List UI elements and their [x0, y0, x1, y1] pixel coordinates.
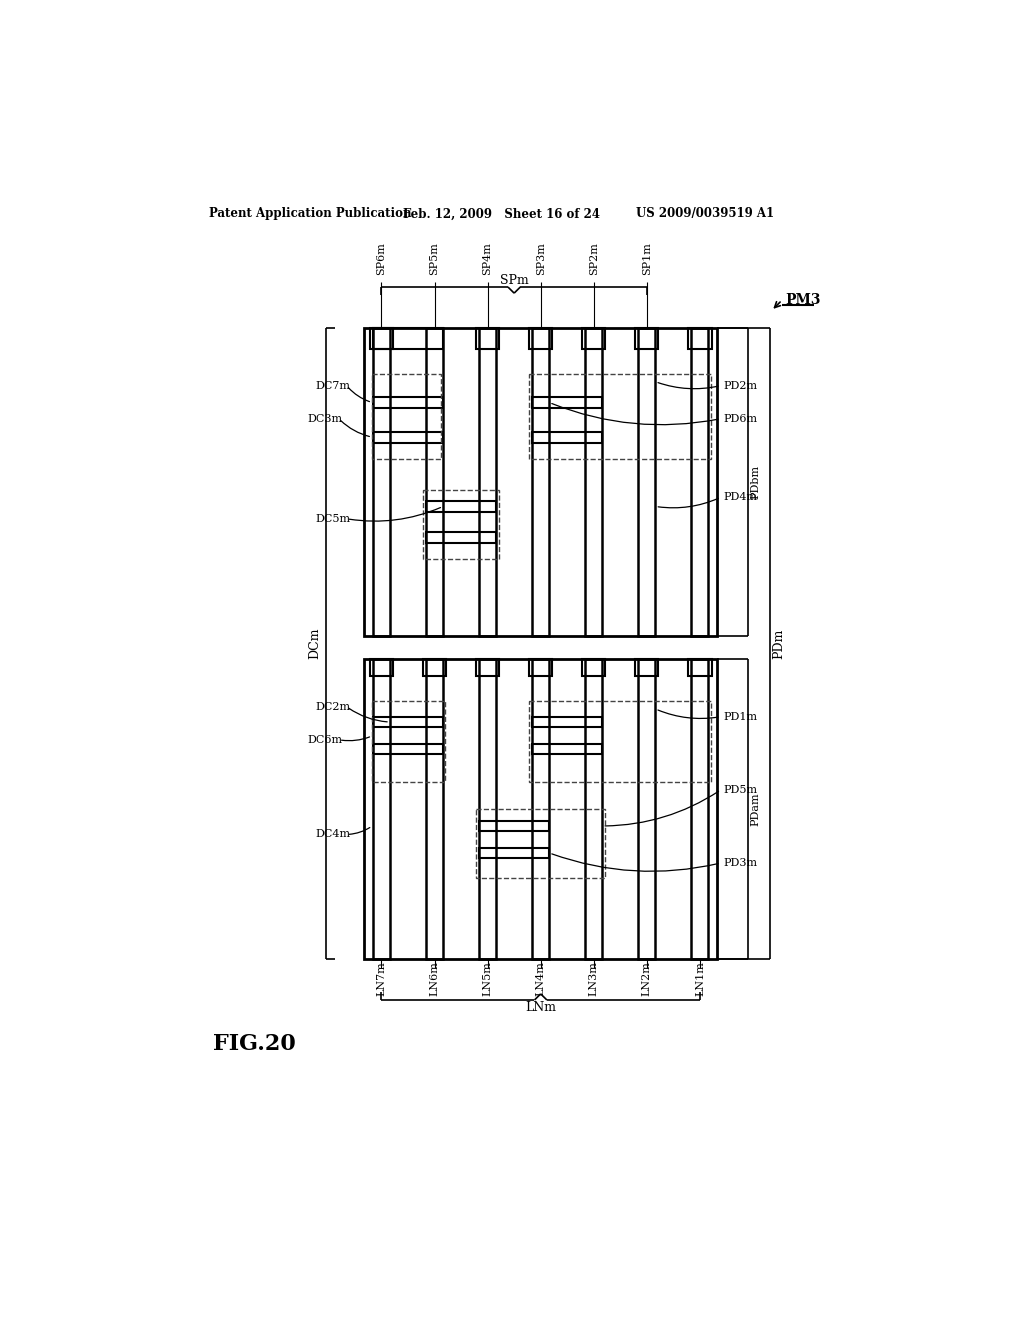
Bar: [426, 532, 496, 543]
Text: DC7m: DC7m: [315, 380, 350, 391]
Bar: [688, 659, 712, 676]
Bar: [426, 659, 443, 960]
Text: PDm: PDm: [772, 628, 785, 659]
Bar: [583, 659, 605, 676]
Text: SP2m: SP2m: [589, 242, 599, 275]
Text: SP6m: SP6m: [377, 242, 386, 275]
Bar: [373, 717, 443, 727]
Text: PD1m: PD1m: [723, 711, 758, 722]
Bar: [638, 327, 655, 636]
Text: PDam: PDam: [751, 792, 761, 826]
Bar: [476, 327, 500, 350]
Text: LN5m: LN5m: [482, 961, 493, 995]
Bar: [586, 659, 602, 960]
Text: LNm: LNm: [525, 1001, 556, 1014]
Text: LN4m: LN4m: [536, 961, 546, 995]
Bar: [532, 743, 602, 755]
Bar: [529, 374, 711, 459]
Text: PD5m: PD5m: [723, 785, 758, 795]
Text: Feb. 12, 2009   Sheet 16 of 24: Feb. 12, 2009 Sheet 16 of 24: [403, 207, 600, 220]
Bar: [532, 717, 602, 727]
Bar: [532, 432, 602, 442]
Bar: [476, 809, 605, 878]
Bar: [365, 327, 717, 636]
Text: LN2m: LN2m: [642, 961, 652, 995]
Text: DC5m: DC5m: [315, 513, 350, 524]
Bar: [370, 327, 393, 350]
Bar: [532, 397, 602, 408]
Text: DC4m: DC4m: [315, 829, 350, 840]
Bar: [479, 327, 496, 636]
Bar: [586, 327, 602, 636]
Bar: [373, 327, 443, 350]
Text: Patent Application Publication: Patent Application Publication: [209, 207, 412, 220]
Text: PD3m: PD3m: [723, 858, 758, 869]
Bar: [479, 659, 496, 960]
Bar: [691, 659, 709, 960]
Text: DC2m: DC2m: [315, 702, 350, 711]
Bar: [479, 821, 549, 832]
Bar: [373, 659, 390, 960]
Text: SP1m: SP1m: [642, 242, 652, 275]
Text: SPm: SPm: [500, 275, 528, 288]
Bar: [373, 432, 443, 442]
Text: SP5m: SP5m: [429, 242, 439, 275]
Bar: [529, 659, 552, 676]
Bar: [372, 374, 441, 459]
Bar: [426, 327, 443, 636]
Text: DC3m: DC3m: [307, 413, 343, 424]
Bar: [583, 327, 605, 350]
Text: DCm: DCm: [308, 628, 322, 659]
Bar: [372, 701, 444, 781]
Text: SP3m: SP3m: [536, 242, 546, 275]
Bar: [373, 327, 390, 636]
Bar: [635, 327, 658, 350]
Bar: [529, 327, 552, 350]
Bar: [426, 502, 496, 512]
Bar: [373, 743, 443, 755]
Text: LN6m: LN6m: [429, 961, 439, 995]
Bar: [423, 490, 500, 558]
Bar: [423, 659, 446, 676]
Text: PM3: PM3: [785, 293, 820, 308]
Text: DC6m: DC6m: [307, 735, 343, 744]
Bar: [688, 327, 712, 350]
Bar: [691, 327, 709, 636]
Bar: [373, 397, 443, 408]
Text: SP4m: SP4m: [482, 242, 493, 275]
Bar: [532, 659, 549, 960]
Text: LN1m: LN1m: [695, 961, 705, 995]
Text: PD6m: PD6m: [723, 413, 758, 424]
Text: LN3m: LN3m: [589, 961, 599, 995]
Text: PDbm: PDbm: [751, 465, 761, 499]
Bar: [476, 659, 500, 676]
Bar: [635, 659, 658, 676]
Bar: [370, 659, 393, 676]
Text: PD2m: PD2m: [723, 380, 758, 391]
Text: FIG.20: FIG.20: [213, 1032, 296, 1055]
Bar: [532, 327, 549, 636]
Bar: [529, 701, 711, 781]
Bar: [638, 659, 655, 960]
Bar: [479, 847, 549, 858]
Text: US 2009/0039519 A1: US 2009/0039519 A1: [636, 207, 774, 220]
Bar: [365, 659, 717, 960]
Text: PD4m: PD4m: [723, 492, 758, 502]
Text: LN7m: LN7m: [377, 961, 386, 995]
